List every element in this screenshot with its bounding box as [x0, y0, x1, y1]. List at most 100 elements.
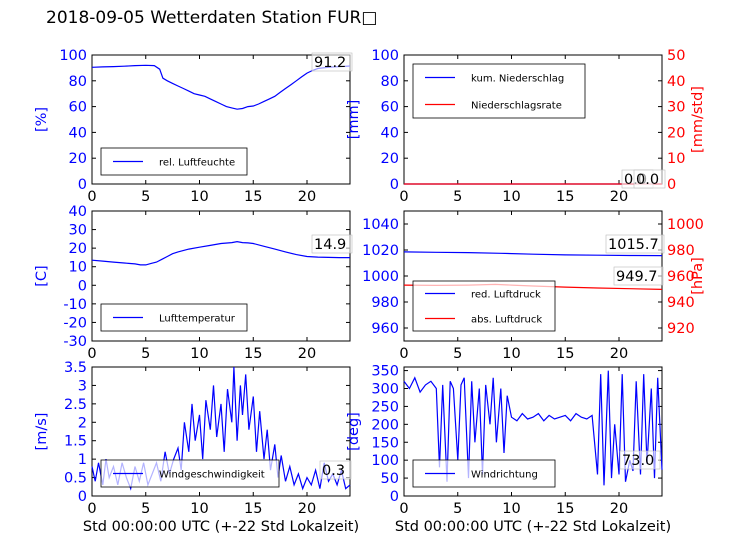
precip-ytick-label: 40 — [381, 125, 399, 141]
windspeed-xtick-label: 15 — [244, 501, 262, 517]
winddir-xtick-label: 0 — [399, 501, 408, 517]
pressure-y2label: [hPa] — [690, 257, 706, 294]
temperature-value-box — [311, 234, 353, 254]
pressure-y2tick-label: 920 — [667, 321, 695, 337]
temperature-value-label: 14.9 — [314, 237, 346, 253]
windspeed-xtick-label: 20 — [298, 501, 316, 517]
temperature-ytick-label: 10 — [69, 260, 87, 276]
winddir-ytick-label: 300 — [371, 382, 399, 398]
temperature-ytick-label: 0 — [78, 278, 87, 294]
winddir-ytick-label: 0 — [390, 489, 399, 505]
temperature-xtick-label: 10 — [190, 346, 208, 362]
winddir-ytick-label: 200 — [371, 417, 399, 433]
precip-y2tick-label: 10 — [667, 151, 685, 167]
windspeed-ytick-label: 3.5 — [64, 360, 87, 376]
windspeed-ylabel: [m/s] — [34, 413, 50, 451]
pressure-y2tick-label: 1000 — [667, 217, 704, 233]
windspeed-ytick-label: 1.5 — [64, 434, 87, 450]
precip-legend-box — [412, 63, 586, 119]
precip-legend-label-0: kum. Niederschlag — [471, 74, 564, 85]
pressure-y2tick-label: 940 — [667, 295, 695, 311]
precip-ytick-label: 0 — [390, 177, 399, 193]
pressure-ytick-label: 1020 — [362, 243, 399, 259]
temperature-plot-frame — [91, 210, 351, 342]
humidity-ytick-label: 20 — [69, 151, 87, 167]
precip-xtick-label: 0 — [399, 189, 408, 205]
winddir-ytick-label: 100 — [371, 453, 399, 469]
winddir-plot-frame — [403, 366, 663, 497]
windspeed-ytick-label: 0.5 — [64, 471, 87, 487]
winddir-ytick-label: 50 — [381, 471, 399, 487]
figure-title: 2018-09-05 Wetterdaten Station FUR□ — [46, 8, 378, 28]
pressure-xtick-label: 0 — [399, 346, 408, 362]
windspeed-ytick-label: 1 — [78, 452, 87, 468]
precip-y2label: [mm/std] — [690, 86, 706, 153]
humidity-ytick-label: 100 — [59, 48, 87, 64]
precip-y2tick-label: 20 — [667, 125, 685, 141]
pressure-value-box-2 — [613, 266, 664, 286]
precip-ytick-label: 60 — [381, 100, 399, 116]
humidity-value-box — [311, 52, 353, 72]
temperature-ytick-label: -20 — [63, 315, 87, 331]
temperature-xtick-label: 0 — [87, 346, 96, 362]
humidity-xtick-label: 15 — [244, 189, 262, 205]
humidity-xtick-label: 5 — [141, 189, 150, 205]
precip-ytick-label: 80 — [381, 74, 399, 90]
pressure-ytick-label: 1000 — [362, 269, 399, 285]
winddir-ytick-label: 250 — [371, 399, 399, 415]
temperature-xtick-label: 20 — [298, 346, 316, 362]
winddir-ylabel: [deg] — [346, 412, 362, 451]
humidity-value-label: 91.2 — [314, 55, 346, 71]
winddir-ytick-label: 150 — [371, 435, 399, 451]
windspeed-ytick-label: 2 — [78, 415, 87, 431]
precip-xtick-label: 20 — [610, 189, 628, 205]
humidity-xtick-label: 0 — [87, 189, 96, 205]
winddir-value-box — [619, 450, 661, 470]
precip-xtick-label: 5 — [453, 189, 462, 205]
humidity-ytick-label: 80 — [69, 74, 87, 90]
windspeed-xtick-label: 10 — [190, 501, 208, 517]
temperature-xtick-label: 15 — [244, 346, 262, 362]
windspeed-xlabel: Std 00:00:00 UTC (+-22 Std Lokalzeit) — [83, 519, 359, 535]
temperature-series-line-0 — [91, 240, 350, 266]
windspeed-value-label: 0.3 — [322, 463, 345, 479]
winddir-xtick-label: 15 — [556, 501, 574, 517]
humidity-ytick-label: 0 — [78, 177, 87, 193]
precip-value-box-2 — [633, 169, 666, 189]
windspeed-xtick-label: 5 — [141, 501, 150, 517]
precip-y2tick-label: 50 — [667, 48, 685, 64]
winddir-ytick-label: 350 — [371, 364, 399, 380]
pressure-ytick-label: 1040 — [362, 217, 399, 233]
precip-legend-label-1: Niederschlagsrate — [471, 101, 562, 112]
pressure-xtick-label: 20 — [610, 346, 628, 362]
windspeed-ytick-label: 2.5 — [64, 397, 87, 413]
temperature-ytick-label: -10 — [63, 297, 87, 313]
winddir-value-label: 73.0 — [622, 453, 654, 469]
humidity-series-line-0 — [91, 64, 351, 110]
precip-value-label-2: 0.0 — [636, 172, 659, 188]
humidity-legend-label-0: rel. Luftfeuchte — [159, 158, 235, 169]
humidity-ytick-label: 60 — [69, 100, 87, 116]
pressure-legend-box — [412, 280, 556, 332]
windspeed-legend-label-0: Windgeschwindigkeit — [159, 470, 265, 481]
windspeed-ytick-label: 0 — [78, 489, 87, 505]
winddir-xlabel: Std 00:00:00 UTC (+-22 Std Lokalzeit) — [395, 519, 671, 535]
precip-y2tick-label: 40 — [667, 74, 685, 90]
pressure-value-box — [605, 234, 665, 254]
precip-ylabel: [mm] — [346, 100, 362, 140]
temperature-ytick-label: 30 — [69, 223, 87, 239]
temperature-ytick-label: 40 — [69, 204, 87, 220]
precip-xtick-label: 10 — [502, 189, 520, 205]
precip-ytick-label: 100 — [371, 48, 399, 64]
pressure-value-label: 1015.7 — [608, 237, 659, 253]
precip-xtick-label: 15 — [556, 189, 574, 205]
pressure-y2tick-label: 980 — [667, 243, 695, 259]
pressure-legend-label-1: abs. Luftdruck — [471, 315, 542, 326]
pressure-xtick-label: 15 — [556, 346, 574, 362]
pressure-legend-label-0: red. Luftdruck — [471, 290, 541, 301]
pressure-series-line-0 — [403, 251, 663, 257]
winddir-xtick-label: 5 — [453, 501, 462, 517]
humidity-ytick-label: 40 — [69, 125, 87, 141]
winddir-xtick-label: 10 — [502, 501, 520, 517]
windspeed-ytick-label: 3 — [78, 378, 87, 394]
